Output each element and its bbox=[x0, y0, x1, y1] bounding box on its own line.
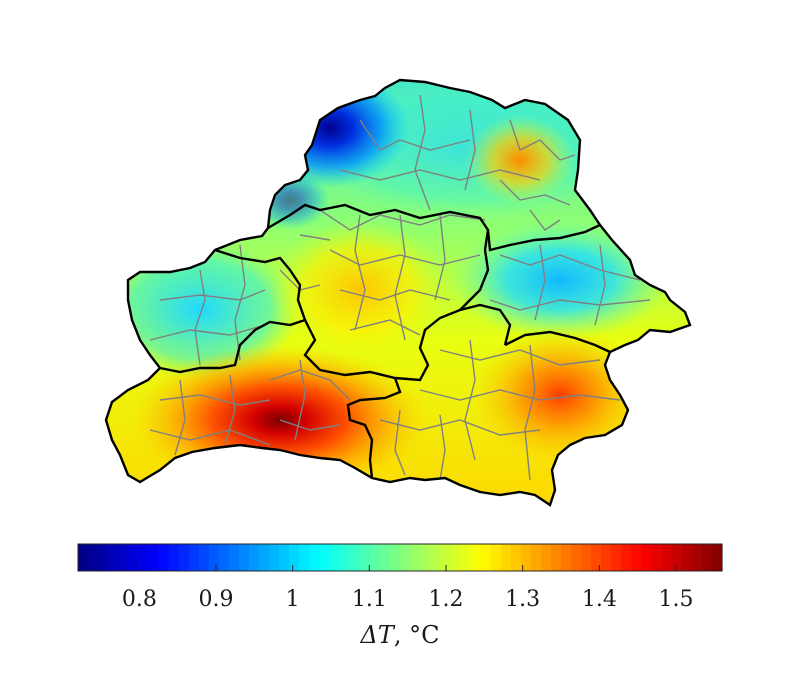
colorbar-swatch bbox=[329, 544, 341, 571]
colorbar-tick-label: 1.2 bbox=[429, 587, 464, 612]
colorbar-swatch bbox=[389, 544, 401, 571]
colorbar-swatch bbox=[379, 544, 391, 571]
colorbar-swatch bbox=[651, 544, 663, 571]
colorbar-swatch bbox=[611, 544, 622, 571]
colorbar-swatch bbox=[249, 544, 260, 571]
colorbar-swatch bbox=[520, 544, 532, 571]
colorbar-swatch bbox=[108, 544, 119, 571]
colorbar-swatch bbox=[591, 544, 602, 571]
colorbar-swatch bbox=[369, 544, 381, 571]
colorbar-swatch bbox=[450, 544, 461, 571]
colorbar-tick-label: 0.9 bbox=[199, 587, 234, 612]
colorbar-swatch bbox=[188, 544, 200, 571]
colorbar-swatch bbox=[430, 544, 441, 571]
district-borders bbox=[149, 94, 651, 481]
colorbar-tick-label: 1.4 bbox=[582, 587, 617, 612]
colorbar-swatch bbox=[711, 544, 723, 571]
colorbar-swatch bbox=[671, 544, 683, 571]
colorbar-tick-label: 1 bbox=[286, 587, 300, 612]
colorbar-tick-label: 1.5 bbox=[659, 587, 694, 612]
colorbar-swatch bbox=[490, 544, 502, 571]
colorbar-swatch bbox=[98, 544, 109, 571]
colorbar-swatch bbox=[621, 544, 633, 571]
colorbar-swatch bbox=[279, 544, 290, 571]
colorbar-swatch bbox=[88, 544, 99, 571]
colorbar-label-unit: , °C bbox=[394, 621, 440, 649]
colorbar-swatch bbox=[118, 544, 129, 571]
colorbar-tick-label: 1.3 bbox=[505, 587, 540, 612]
colorbar-swatch bbox=[239, 544, 250, 571]
colorbar-swatch bbox=[158, 544, 170, 571]
colorbar-swatches bbox=[78, 544, 723, 571]
colorbar-swatch bbox=[480, 544, 492, 571]
colorbar-label-symbol: ΔT bbox=[360, 621, 396, 649]
colorbar-swatch bbox=[641, 544, 653, 571]
colorbar-swatch bbox=[349, 544, 361, 571]
colorbar-swatch bbox=[540, 544, 552, 571]
colorbar-swatch bbox=[410, 544, 421, 571]
colorbar-swatch bbox=[561, 544, 572, 571]
colorbar-swatch bbox=[530, 544, 542, 571]
colorbar-swatch bbox=[168, 544, 180, 571]
colorbar-tick-label: 0.8 bbox=[122, 587, 157, 612]
colorbar-swatch bbox=[269, 544, 280, 571]
colorbar-swatch bbox=[228, 544, 240, 571]
colorbar-swatch bbox=[78, 544, 89, 571]
colorbar-swatch bbox=[339, 544, 351, 571]
colorbar-swatch bbox=[681, 544, 693, 571]
colorbar-swatch bbox=[128, 544, 139, 571]
colorbar-swatch bbox=[440, 544, 451, 571]
colorbar-swatch bbox=[198, 544, 210, 571]
colorbar-swatch bbox=[470, 544, 482, 571]
country-outline bbox=[104, 78, 692, 507]
colorbar-frame bbox=[77, 543, 723, 572]
colorbar-label: ΔT, °C bbox=[360, 621, 440, 649]
colorbar-swatch bbox=[259, 544, 270, 571]
colorbar-swatch bbox=[550, 544, 562, 571]
colorbar-swatch bbox=[218, 544, 230, 571]
colorbar-swatch bbox=[460, 544, 472, 571]
oblast-borders bbox=[159, 203, 611, 479]
colorbar-tick-label: 1.1 bbox=[352, 587, 387, 612]
colorbar-swatch bbox=[691, 544, 703, 571]
colorbar-swatch bbox=[309, 544, 321, 571]
colorbar-swatch bbox=[581, 544, 592, 571]
colorbar-swatch bbox=[289, 544, 300, 571]
colorbar-swatch bbox=[601, 544, 612, 571]
colorbar-swatch bbox=[359, 544, 371, 571]
colorbar-ticks: 0.8 0.9 1 1.1 1.2 1.3 1.4 1.5 bbox=[122, 565, 694, 612]
colorbar-swatch bbox=[208, 544, 220, 571]
colorbar-swatch bbox=[178, 544, 190, 571]
colorbar-swatch bbox=[420, 544, 431, 571]
colorbar-swatch bbox=[299, 544, 311, 571]
colorbar-swatch bbox=[319, 544, 331, 571]
colorbar-swatch bbox=[138, 544, 150, 571]
colorbar-swatch bbox=[701, 544, 713, 571]
colorbar-swatch bbox=[148, 544, 160, 571]
colorbar-swatch bbox=[400, 544, 411, 571]
colorbar-swatch bbox=[631, 544, 643, 571]
colorbar-swatch bbox=[500, 544, 512, 571]
colorbar-swatch bbox=[661, 544, 673, 571]
colorbar-swatch bbox=[571, 544, 582, 571]
colorbar: 0.8 0.9 1 1.1 1.2 1.3 1.4 1.5 ΔT, °C bbox=[77, 543, 723, 649]
colorbar-swatch bbox=[510, 544, 522, 571]
